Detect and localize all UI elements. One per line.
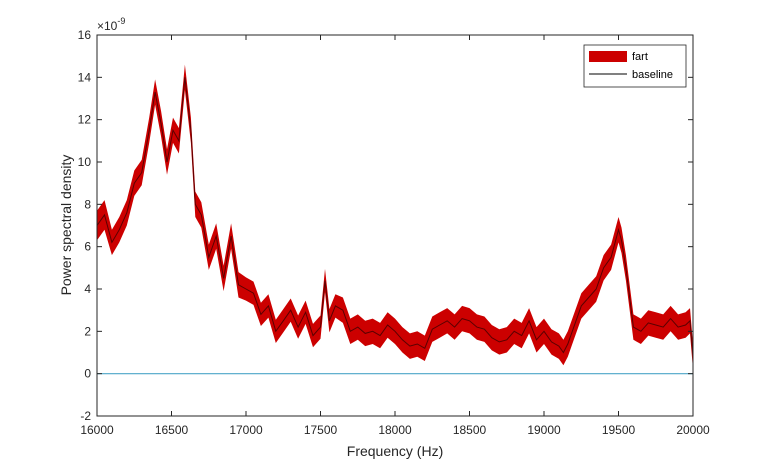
chart-marks (96, 64, 694, 375)
y-exponent-label: ×10-9 (97, 16, 125, 33)
y-axis-label: Power spectral density (58, 155, 74, 296)
y-tick-label: 10 (78, 155, 92, 169)
y-tick-label: -2 (80, 409, 91, 423)
legend-label-baseline: baseline (632, 69, 673, 81)
x-tick-label: 19000 (527, 423, 561, 437)
legend: fart baseline (583, 44, 687, 88)
y-tick-label: 8 (84, 197, 91, 211)
y-tick-label: 2 (84, 324, 91, 338)
x-tick-label: 18000 (378, 423, 412, 437)
x-tick-label: 18500 (453, 423, 487, 437)
x-axis: 16000 16500 17000 17500 18000 18500 19000 19500… (80, 35, 710, 437)
legend-swatch-fart (589, 51, 627, 62)
x-tick-label: 17000 (229, 423, 263, 437)
fart-confidence-band (97, 64, 693, 370)
x-tick-label: 16000 (80, 423, 114, 437)
x-tick-label: 16500 (155, 423, 189, 437)
y-tick-label: 14 (78, 70, 92, 84)
y-tick-label: 4 (84, 282, 91, 296)
x-tick-label: 17500 (304, 423, 338, 437)
y-tick-label: 0 (84, 367, 91, 381)
legend-label-fart: fart (632, 51, 648, 63)
x-tick-label: 19500 (602, 423, 636, 437)
x-tick-label: 20000 (676, 423, 710, 437)
y-axis: -2 0 2 4 6 8 10 12 14 16 (78, 28, 693, 423)
y-tick-label: 6 (84, 240, 91, 254)
fart-mean-line (96, 77, 694, 357)
y-tick-label: 12 (78, 113, 92, 127)
x-axis-label: Frequency (Hz) (347, 443, 443, 459)
y-tick-label: 16 (78, 28, 92, 42)
